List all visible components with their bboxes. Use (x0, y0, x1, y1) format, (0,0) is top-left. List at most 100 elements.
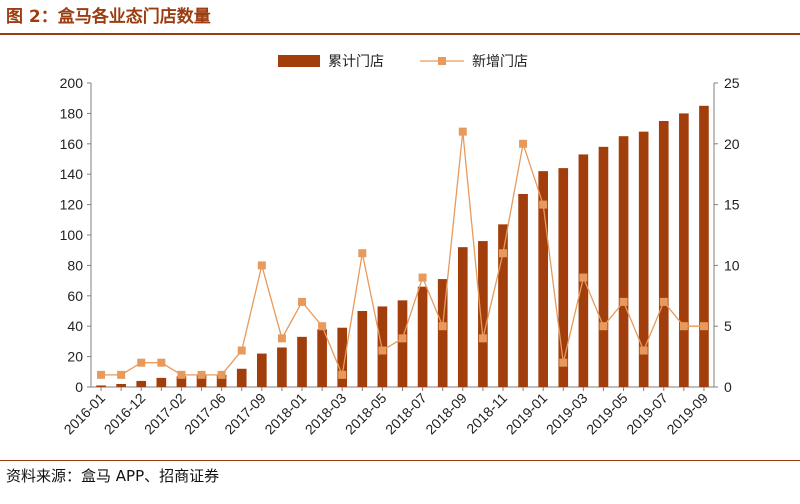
right-axis-tick-label: 15 (724, 197, 740, 213)
bar-cumulative-stores (337, 327, 348, 387)
marker-new-stores (177, 370, 186, 379)
bar-cumulative-stores (558, 168, 569, 387)
bar-cumulative-stores (679, 113, 689, 388)
left-axis-tick-label: 180 (60, 105, 84, 121)
legend-bar-label: 累计门店 (328, 54, 384, 70)
x-axis-tick-label: 2018-11 (463, 390, 510, 437)
bar-cumulative-stores (538, 171, 549, 387)
marker-new-stores (559, 358, 568, 367)
bar-cumulative-stores (277, 347, 287, 387)
left-axis-tick-label: 20 (67, 349, 83, 365)
x-axis-tick-label: 2019-09 (663, 390, 711, 438)
bar-cumulative-stores (578, 154, 589, 387)
marker-new-stores (478, 334, 487, 343)
x-axis-tick-label: 2017-02 (141, 390, 189, 438)
legend-line-label: 新增门店 (472, 54, 528, 70)
source-note: 资料来源：盒马 APP、招商证券 (6, 467, 220, 485)
marker-new-stores (338, 370, 347, 379)
figure-title: 图 2：盒马各业态门店数量 (6, 7, 211, 27)
left-axis-tick-label: 200 (60, 75, 84, 91)
marker-new-stores (217, 370, 226, 379)
left-axis-tick-label: 0 (75, 379, 83, 395)
left-axis-tick-label: 120 (60, 197, 84, 213)
marker-new-stores (398, 334, 407, 343)
marker-new-stores (539, 200, 548, 209)
bar-cumulative-stores (236, 368, 247, 387)
bar-cumulative-stores (297, 336, 307, 387)
marker-new-stores (277, 334, 286, 343)
bar-cumulative-stores (196, 374, 207, 387)
bar-cumulative-stores (699, 105, 709, 388)
x-axis-tick-label: 2018-03 (302, 390, 350, 438)
title-rule (0, 33, 800, 35)
bar-cumulative-stores (658, 121, 669, 387)
marker-new-stores (579, 273, 588, 282)
x-axis-tick-label: 2018-09 (422, 390, 470, 438)
store-count-chart: 0 20 40 60 80 100 120 140 160 180 200 0 5 10 15 20 25 201… (60, 54, 740, 438)
right-axis-tick-label: 5 (724, 318, 732, 334)
bar-cumulative-stores (256, 353, 267, 387)
legend-line-marker (438, 57, 446, 65)
right-axis-tick-label: 20 (724, 136, 740, 152)
bar-cumulative-stores (437, 279, 448, 387)
legend-bar-swatch (278, 55, 320, 67)
bar-cumulative-stores (618, 136, 629, 387)
left-axis-tick-label: 160 (60, 136, 84, 152)
marker-new-stores (137, 358, 146, 367)
bar-cumulative-stores (357, 311, 368, 387)
bar-cumulative-stores (518, 193, 528, 387)
bar-cumulative-stores (598, 146, 609, 387)
marker-new-stores (438, 322, 447, 331)
source-rule (0, 460, 800, 461)
left-axis-tick-label: 100 (60, 227, 84, 243)
x-axis-tick-label: 2016-12 (101, 390, 149, 438)
marker-new-stores (157, 358, 166, 367)
bar-cumulative-stores (216, 374, 227, 387)
x-axis-tick-label: 2019-07 (623, 390, 671, 438)
x-axis-tick-label: 2018-07 (382, 390, 430, 438)
x-axis-tick-label: 2017-09 (221, 390, 269, 438)
right-axis-tick-label: 25 (724, 75, 740, 91)
left-axis-tick-label: 80 (67, 257, 83, 273)
marker-new-stores (318, 322, 327, 331)
marker-new-stores (519, 139, 528, 148)
marker-new-stores (237, 346, 246, 355)
marker-new-stores (639, 346, 648, 355)
right-axis-tick-label: 10 (724, 257, 740, 273)
left-axis-tick-label: 140 (60, 166, 84, 182)
x-axis-tick-label: 2018-05 (342, 390, 390, 438)
marker-new-stores (599, 322, 608, 331)
marker-new-stores (298, 297, 307, 306)
bar-cumulative-stores (417, 286, 428, 387)
bar-cumulative-stores (136, 380, 147, 387)
bar-cumulative-stores (96, 385, 106, 387)
left-axis-tick-label: 60 (67, 288, 83, 304)
marker-new-stores (97, 370, 106, 379)
bar-cumulative-stores (317, 329, 327, 387)
x-axis-tick-label: 2017-06 (181, 390, 229, 438)
marker-new-stores (679, 322, 688, 331)
marker-new-stores (418, 273, 427, 282)
bar-cumulative-stores (116, 383, 126, 387)
x-axis-tick-label: 2019-03 (543, 390, 591, 438)
bar-cumulative-stores (457, 247, 468, 387)
bar-cumulative-stores (156, 377, 167, 387)
right-axis-tick-label: 0 (724, 379, 732, 395)
bar-cumulative-stores (397, 300, 408, 387)
bar-cumulative-stores (498, 224, 508, 387)
marker-new-stores (378, 346, 387, 355)
bar-cumulative-stores (638, 131, 649, 387)
bar-cumulative-stores (478, 241, 488, 387)
marker-new-stores (659, 297, 668, 306)
marker-new-stores (358, 249, 367, 258)
marker-new-stores (699, 322, 708, 331)
left-axis-tick-label: 40 (67, 318, 83, 334)
marker-new-stores (458, 127, 467, 136)
marker-new-stores (498, 249, 507, 258)
marker-new-stores (197, 370, 206, 379)
x-axis-tick-label: 2019-01 (503, 390, 551, 438)
marker-new-stores (619, 297, 628, 306)
bar-cumulative-stores (176, 376, 187, 387)
marker-new-stores (257, 261, 266, 270)
x-axis-tick-label: 2018-01 (261, 390, 309, 438)
